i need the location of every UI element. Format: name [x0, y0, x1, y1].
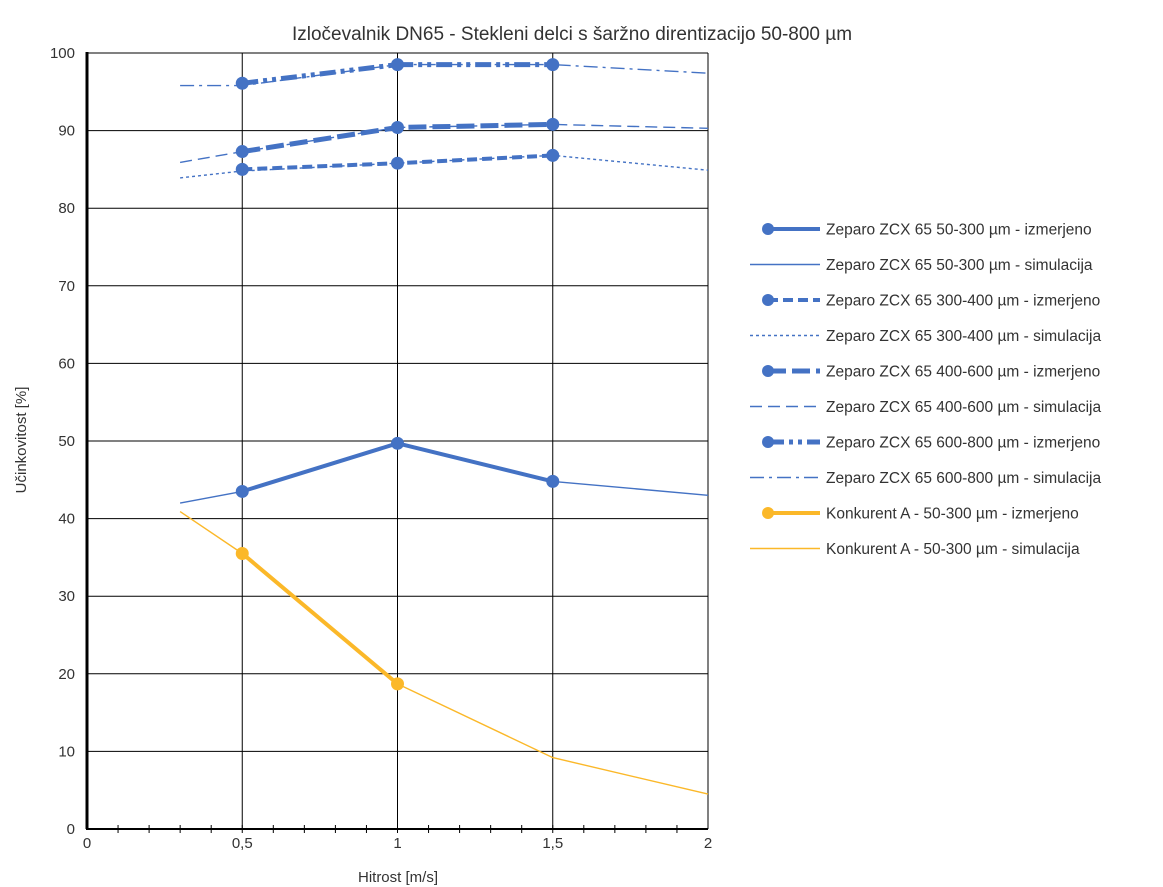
data-point: [391, 120, 404, 134]
data-point: [235, 76, 249, 90]
legend-entry: Konkurent A - 50-300 µm - simulacija: [750, 541, 1080, 558]
data-point: [546, 474, 560, 488]
legend-entry: Zeparo ZCX 65 300-400 µm - izmerjeno: [762, 293, 1100, 310]
legend-label: Konkurent A - 50-300 µm - izmerjeno: [826, 506, 1079, 523]
series-line-8: [180, 63, 709, 87]
y-tick-label: 30: [58, 588, 75, 605]
legend-entry: Zeparo ZCX 65 600-800 µm - simulacija: [750, 470, 1102, 487]
y-tick-label: 60: [58, 355, 75, 372]
legend-label: Zeparo ZCX 65 600-800 µm - simulacija: [826, 470, 1102, 487]
x-tick-label: 2: [704, 835, 712, 852]
data-point: [391, 436, 404, 450]
y-tick-label: 20: [58, 666, 75, 683]
y-tick-label: 100: [50, 45, 75, 62]
y-tick-label: 70: [58, 278, 75, 295]
x-tick-label: 1,5: [542, 835, 563, 852]
y-tick-label: 50: [58, 433, 75, 450]
legend-entry: Zeparo ZCX 65 600-800 µm - izmerjeno: [762, 435, 1100, 452]
legend-swatch-marker: [762, 223, 774, 235]
legend-label: Zeparo ZCX 65 50-300 µm - izmerjeno: [826, 222, 1092, 239]
x-tick-label: 0: [83, 835, 91, 852]
legend: Zeparo ZCX 65 50-300 µm - izmerjeno Zepar…: [750, 222, 1102, 558]
x-tick-label: 0,5: [232, 835, 253, 852]
legend-label: Zeparo ZCX 65 300-400 µm - simulacija: [826, 328, 1102, 345]
data-point: [391, 677, 404, 691]
data-point: [546, 58, 560, 72]
x-axis-label: Hitrost [m/s]: [358, 869, 438, 886]
series-line-2: [179, 442, 709, 504]
legend-swatch-marker: [762, 294, 774, 306]
data-point: [546, 117, 560, 131]
data-point: [235, 162, 249, 176]
legend-entry: Zeparo ZCX 65 400-600 µm - izmerjeno: [762, 364, 1100, 381]
legend-label: Zeparo ZCX 65 400-600 µm - izmerjeno: [826, 364, 1100, 381]
data-point: [391, 156, 404, 170]
chart-title: Izločevalnik DN65 - Stekleni delci s šar…: [292, 24, 852, 45]
legend-entry: Zeparo ZCX 65 50-300 µm - izmerjeno: [762, 222, 1092, 239]
series-layer: [179, 58, 709, 795]
legend-swatch-marker: [762, 365, 774, 377]
y-tick-label: 80: [58, 200, 75, 217]
legend-swatch-marker: [762, 507, 774, 519]
y-tick-label: 10: [58, 743, 75, 760]
data-point: [546, 148, 560, 162]
y-tick-label: 90: [58, 123, 75, 140]
y-tick-label: 0: [67, 821, 75, 838]
legend-entry: Zeparo ZCX 65 300-400 µm - simulacija: [750, 328, 1102, 345]
legend-label: Konkurent A - 50-300 µm - simulacija: [826, 541, 1080, 558]
legend-label: Zeparo ZCX 65 400-600 µm - simulacija: [826, 399, 1102, 416]
series-line-9: [241, 551, 399, 686]
legend-label: Zeparo ZCX 65 600-800 µm - izmerjeno: [826, 435, 1100, 452]
x-tick-label: 1: [393, 835, 401, 852]
data-point: [391, 58, 404, 72]
legend-entry: Zeparo ZCX 65 400-600 µm - simulacija: [750, 399, 1102, 416]
series-line-4: [180, 154, 709, 179]
data-point: [235, 145, 249, 159]
axes: 0 10 20 30 40 50 60 70 80 90 100 0 0,5 1 1,5 2: [50, 45, 712, 852]
legend-swatch-marker: [762, 436, 774, 448]
legend-entry: Konkurent A - 50-300 µm - izmerjeno: [762, 506, 1079, 523]
y-axis-label: Učinkovitost [%]: [13, 387, 30, 494]
legend-label: Zeparo ZCX 65 300-400 µm - izmerjeno: [826, 293, 1100, 310]
data-point: [235, 547, 249, 561]
legend-entry: Zeparo ZCX 65 50-300 µm - simulacija: [750, 257, 1093, 274]
y-tick-label: 40: [58, 511, 75, 528]
legend-label: Zeparo ZCX 65 50-300 µm - simulacija: [826, 257, 1093, 274]
data-point: [235, 484, 249, 498]
